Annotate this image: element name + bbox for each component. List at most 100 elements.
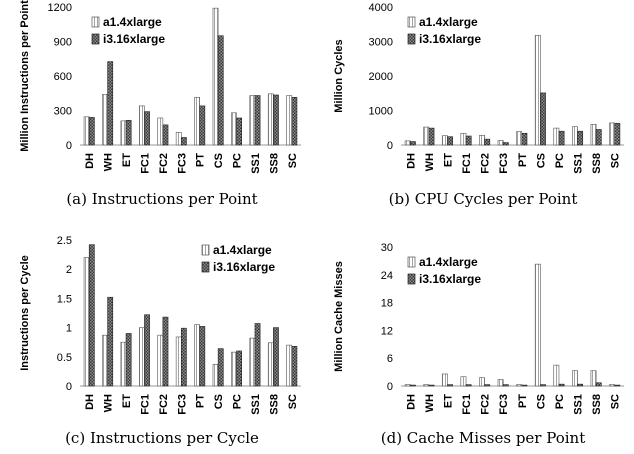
chart-panel-1: 0 300 600 900 1200 Million Instructions per P… <box>19 0 301 208</box>
bar-a1-4xlarge-fc2 <box>157 117 164 146</box>
bar-i3-16xlarge-pc <box>558 383 565 387</box>
bar-i3-16xlarge-fc3 <box>180 137 187 146</box>
x-tick-label: PT <box>517 153 529 167</box>
x-tick-label: CS <box>213 153 225 168</box>
panel-caption: (c) Instructions per Cycle <box>65 429 259 447</box>
legend-swatch <box>201 244 210 256</box>
y-axis-label: Million Cycles <box>333 39 345 112</box>
x-tick-label: PT <box>517 394 529 408</box>
bar-a1-4xlarge-ss8 <box>267 342 274 387</box>
bar-a1-4xlarge-wh <box>102 94 108 146</box>
x-tick-label: PC <box>554 394 566 409</box>
bar-i3-16xlarge-fc2 <box>484 384 491 387</box>
panel-caption: (d) Cache Misses per Point <box>381 429 586 447</box>
bar-i3-16xlarge-wh <box>428 127 435 146</box>
bar-a1-4xlarge-et <box>441 135 448 146</box>
bar-i3-16xlarge-sc <box>614 384 621 387</box>
y-tick-label: 12 <box>381 325 393 337</box>
bar-i3-16xlarge-fc2 <box>162 316 169 387</box>
bar-i3-16xlarge-et <box>125 333 132 387</box>
bar-i3-16xlarge-wh <box>428 384 435 387</box>
chart-panel-4: 0 6 12 18 24 30 Million Cache Misses DH WH ET FC1 F… <box>333 242 624 447</box>
bar-i3-16xlarge-et <box>447 136 453 146</box>
x-tick-label: SS1 <box>573 394 585 415</box>
bar-i3-16xlarge-pc <box>236 117 242 146</box>
bar-a1-4xlarge-ss8 <box>267 93 274 146</box>
bar-a1-4xlarge-pc <box>231 112 237 146</box>
bar-i3-16xlarge-fc3 <box>502 142 509 146</box>
legend-label: a1.4xlarge <box>419 255 478 269</box>
x-tick-label: PC <box>232 153 244 168</box>
bar-a1-4xlarge-pt <box>516 131 523 146</box>
bar-a1-4xlarge-ss1 <box>572 370 578 387</box>
bar-i3-16xlarge-pt <box>521 132 528 146</box>
chart-panel-3: 0 0.5 1 1.5 2 2.5 Instructions per Cycle DH WH ET… <box>19 235 301 447</box>
x-tick-label: SC <box>610 394 622 409</box>
chart-panel-2: 0 1000 2000 3000 4000 Million Cycles DH WH ET FC1… <box>333 2 624 208</box>
bar-a1-4xlarge-dh <box>83 116 90 146</box>
bar-i3-16xlarge-ss1 <box>254 95 261 146</box>
bar-a1-4xlarge-ss1 <box>249 337 256 387</box>
bar-i3-16xlarge-pt <box>199 105 206 146</box>
x-tick-label: WH <box>103 153 115 171</box>
bar-i3-16xlarge-ss8 <box>273 327 279 387</box>
panel-caption: (a) Instructions per Point <box>66 190 257 208</box>
bar-a1-4xlarge-et <box>120 120 127 146</box>
y-axis-label: Million Cache Misses <box>333 261 345 372</box>
legend-label: a1.4xlarge <box>213 243 272 257</box>
bar-i3-16xlarge-ss1 <box>577 383 584 387</box>
bar-a1-4xlarge-dh <box>83 257 90 387</box>
bar-i3-16xlarge-fc2 <box>484 138 491 146</box>
legend-swatch <box>407 273 416 285</box>
y-axis-label: Instructions per Cycle <box>19 255 31 371</box>
bar-i3-16xlarge-dh <box>88 117 95 146</box>
x-tick-label: WH <box>424 153 436 171</box>
x-tick-label: ET <box>442 394 454 408</box>
bar-a1-4xlarge-ss1 <box>249 95 256 146</box>
x-tick-label: DH <box>405 153 417 169</box>
x-tick-label: FC2 <box>158 153 170 174</box>
bar-i3-16xlarge-pc <box>558 130 565 146</box>
bar-a1-4xlarge-pc <box>553 364 560 387</box>
x-tick-label: FC2 <box>158 394 170 415</box>
bar-i3-16xlarge-fc3 <box>502 384 509 387</box>
x-tick-label: DH <box>405 394 417 410</box>
x-tick-label: DH <box>84 153 96 169</box>
bar-a1-4xlarge-sc <box>286 344 293 387</box>
y-tick-label: 30 <box>381 242 393 254</box>
x-tick-label: SC <box>287 394 299 409</box>
bar-i3-16xlarge-fc1 <box>465 384 472 387</box>
y-tick-label: 0 <box>66 140 72 152</box>
bar-i3-16xlarge-ss1 <box>254 323 261 387</box>
bar-i3-16xlarge-dh <box>409 384 416 387</box>
bar-i3-16xlarge-dh <box>409 141 416 146</box>
bar-a1-4xlarge-pt <box>516 384 523 387</box>
y-tick-label: 600 <box>54 71 72 83</box>
bar-a1-4xlarge-et <box>441 373 448 387</box>
x-tick-label: SC <box>287 153 299 168</box>
bar-i3-16xlarge-fc2 <box>162 124 169 146</box>
bar-a1-4xlarge-fc2 <box>157 334 164 387</box>
bar-a1-4xlarge-ss1 <box>572 126 578 146</box>
bar-a1-4xlarge-fc3 <box>497 379 504 387</box>
bar-a1-4xlarge-pc <box>553 127 560 146</box>
bar-a1-4xlarge-cs <box>212 364 219 387</box>
legend-swatch <box>91 33 100 45</box>
bar-i3-16xlarge-sc <box>291 96 298 146</box>
bar-i3-16xlarge-wh <box>107 61 114 146</box>
y-tick-label: 18 <box>381 298 393 310</box>
bar-a1-4xlarge-pt <box>194 324 201 387</box>
y-tick-label: 24 <box>381 270 393 282</box>
bar-a1-4xlarge-fc1 <box>460 132 467 146</box>
bar-i3-16xlarge-ss1 <box>577 130 584 146</box>
bar-i3-16xlarge-et <box>125 119 132 146</box>
bar-a1-4xlarge-fc1 <box>139 105 145 146</box>
x-tick-label: SS8 <box>591 153 603 174</box>
legend-swatch <box>201 261 210 273</box>
y-tick-label: 0 <box>66 381 72 393</box>
x-tick-label: FC2 <box>480 394 492 415</box>
bar-a1-4xlarge-ss8 <box>590 124 597 146</box>
bar-a1-4xlarge-cs <box>212 7 219 146</box>
x-tick-label: WH <box>424 394 436 412</box>
x-tick-label: SS8 <box>268 394 280 415</box>
